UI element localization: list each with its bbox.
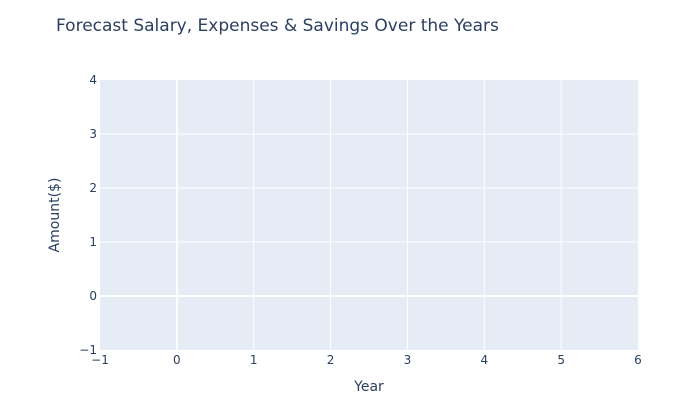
x-tick-label: 2 <box>327 353 335 367</box>
x-gridlines <box>175 80 562 350</box>
y-tick-label: 2 <box>89 181 97 195</box>
x-tick-labels: −1 0 1 2 3 4 5 6 <box>91 353 642 367</box>
y-tick-label: 3 <box>89 127 97 141</box>
x-tick-label: 0 <box>173 353 181 367</box>
y-tick-labels: −1 0 1 2 3 4 <box>79 73 97 357</box>
chart-title: Forecast Salary, Expenses & Savings Over… <box>56 16 499 36</box>
x-tick-label: 1 <box>250 353 258 367</box>
y-tick-label: 4 <box>89 73 97 87</box>
x-tick-label: 3 <box>404 353 412 367</box>
y-axis-title: Amount($) <box>47 178 63 253</box>
y-tick-label: 0 <box>89 289 97 303</box>
y-tick-label: −1 <box>79 343 97 357</box>
x-tick-label: 6 <box>634 353 642 367</box>
x-tick-label: 5 <box>557 353 565 367</box>
x-axis-title: Year <box>353 379 384 395</box>
plot-area <box>100 80 638 350</box>
y-gridlines <box>100 133 638 297</box>
y-tick-label: 1 <box>89 235 97 249</box>
x-tick-label: 4 <box>480 353 488 367</box>
x-tick-label: −1 <box>91 353 109 367</box>
